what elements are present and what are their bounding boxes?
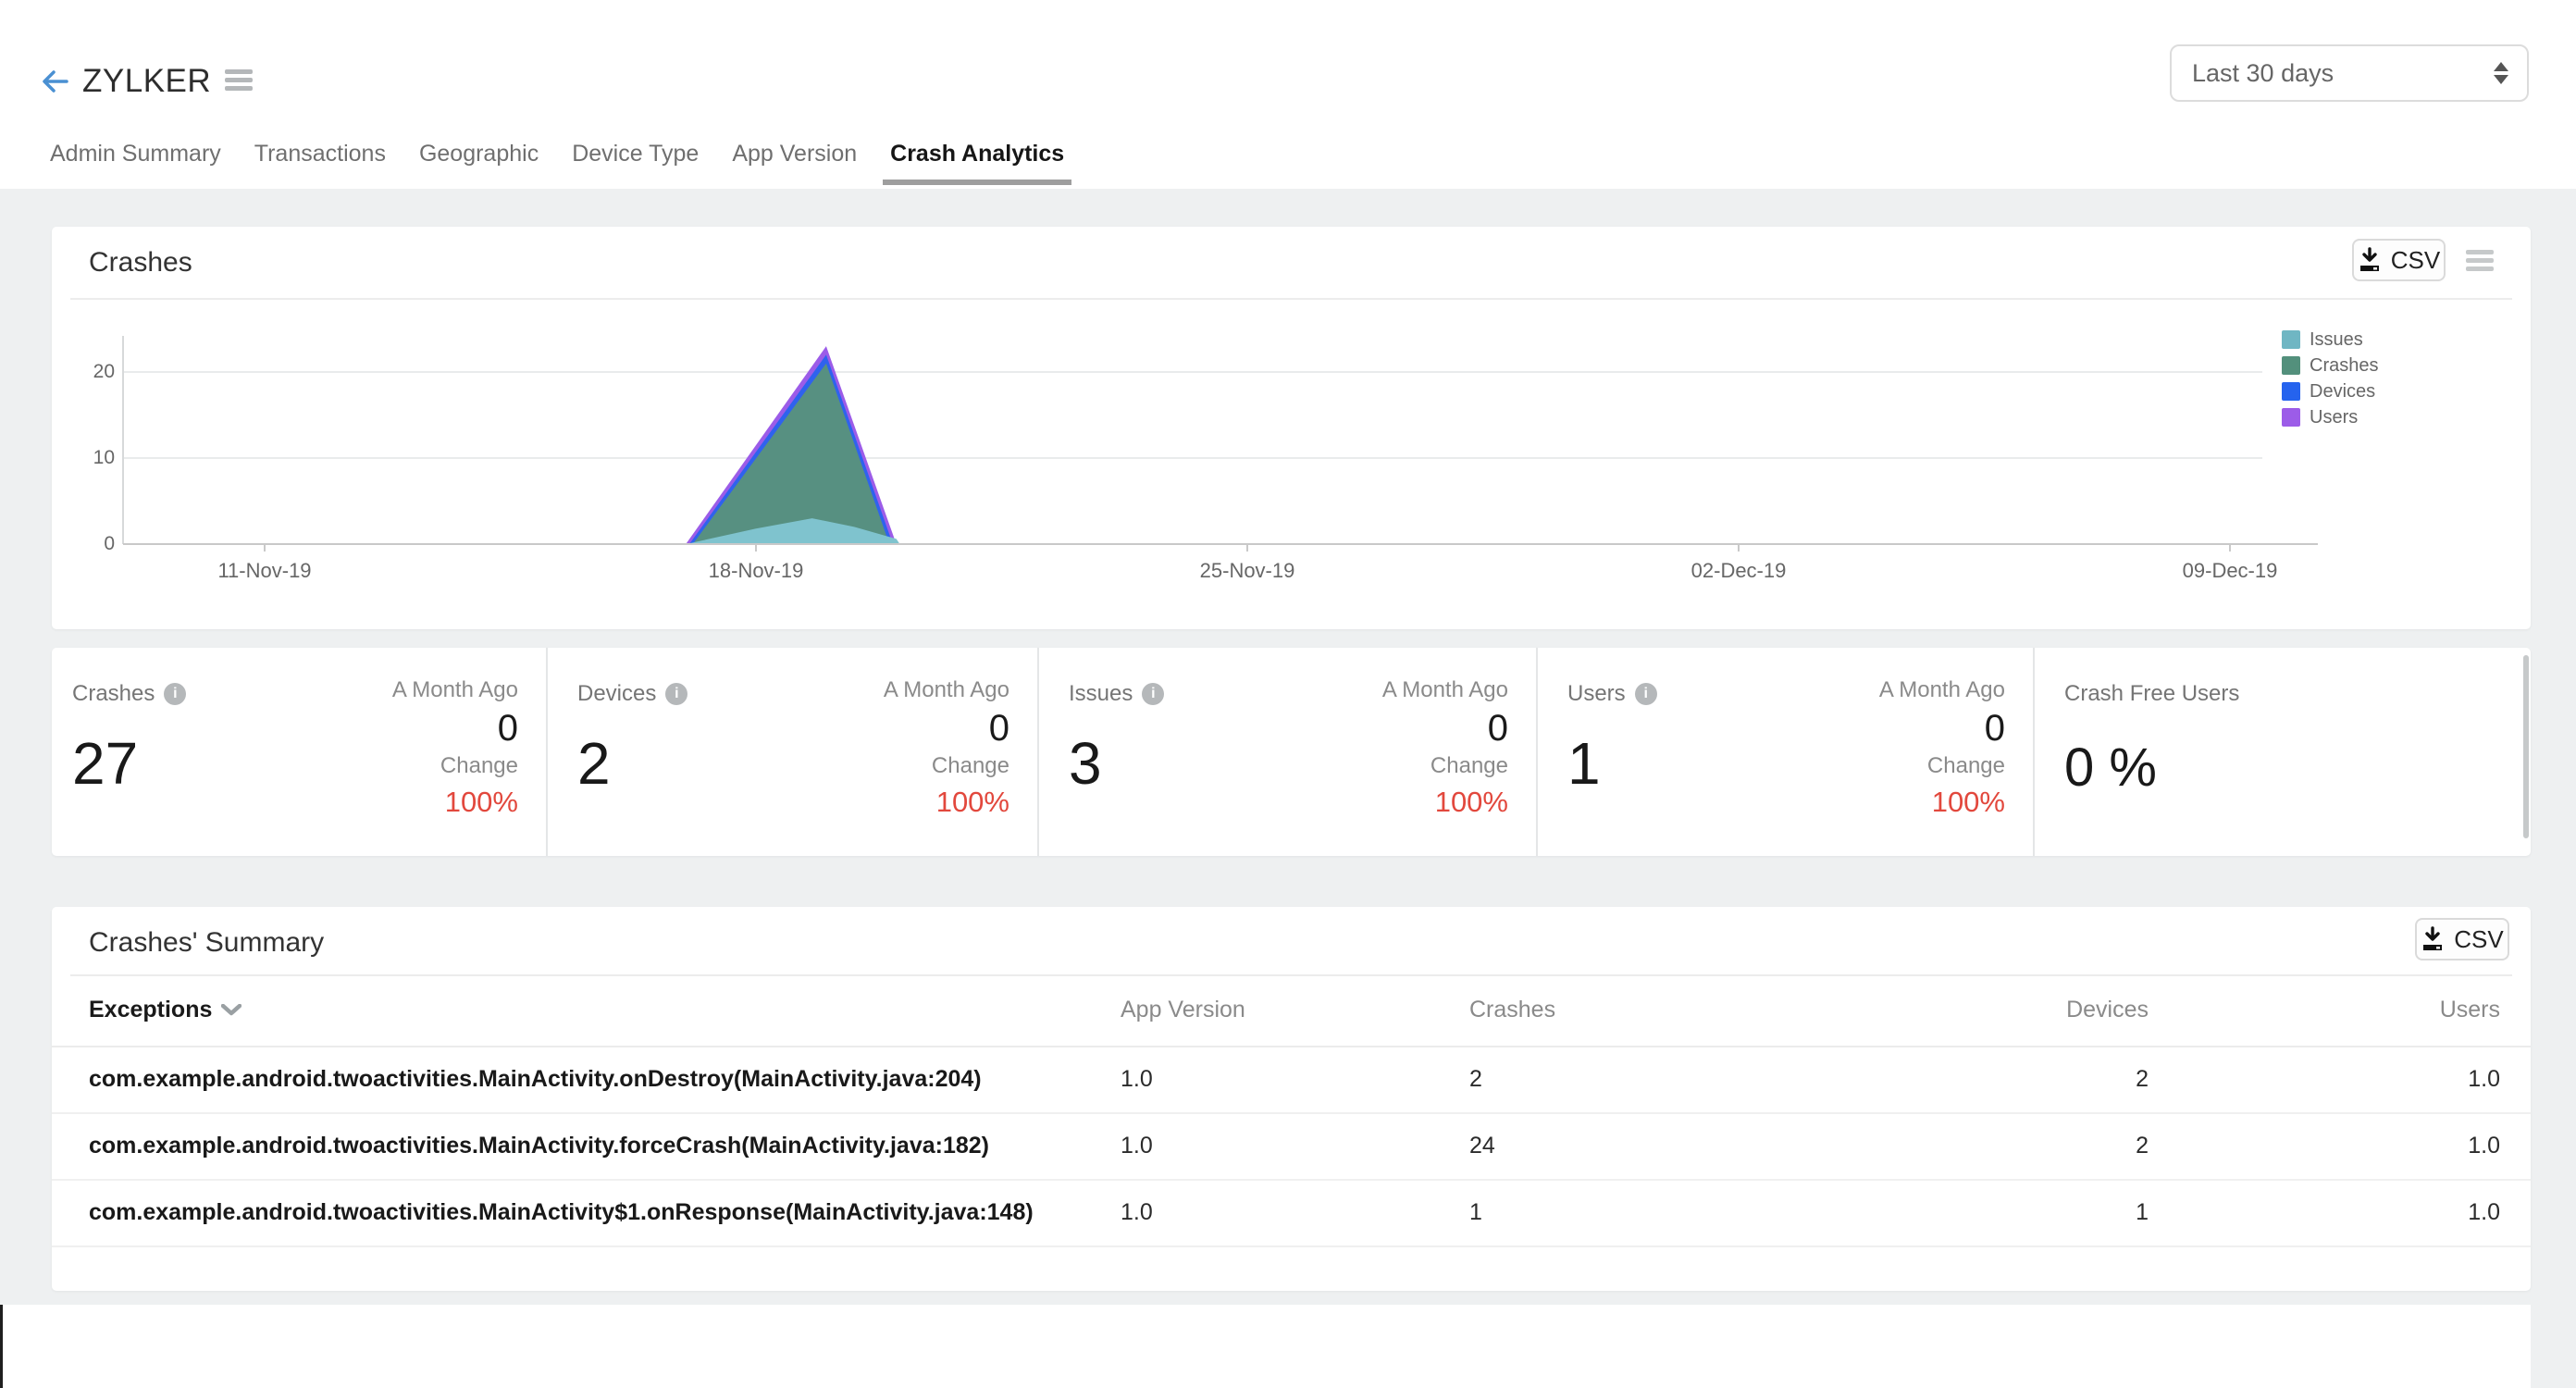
column-app-version: App Version [1121, 997, 1245, 1022]
column-users: Users [2439, 997, 2500, 1022]
exception-link[interactable]: com.example.android.twoactivities.MainAc… [89, 1198, 1034, 1225]
info-icon[interactable]: i [1634, 683, 1657, 705]
stat-issues-value: 3 [1069, 730, 1102, 797]
legend-item-issues[interactable]: Issues [2282, 327, 2378, 353]
tab-geographic[interactable]: Geographic [418, 140, 539, 167]
crashes-card-title: Crashes [89, 247, 192, 278]
select-stepper-icon [2494, 62, 2508, 84]
stat-crash-free-users: Crash Free Users 0 % [2033, 648, 2531, 856]
tab-app-version[interactable]: App Version [732, 140, 858, 167]
stat-users: Users i 1 A Month Ago 0 Change 100% [1536, 648, 2033, 856]
stat-compare: A Month Ago 0 Change 100% [1878, 677, 2005, 818]
crashes-area-chart: 20 10 0 11-Nov-19 18-Nov-19 25-Nov-19 02… [52, 227, 2531, 629]
chevron-down-icon [221, 1004, 242, 1016]
tab-crash-analytics[interactable]: Crash Analytics [883, 128, 1072, 185]
y-tick-10: 10 [93, 447, 115, 468]
tab-transactions[interactable]: Transactions [254, 140, 386, 167]
stat-crash-free-users-value: 0 % [2064, 737, 2157, 798]
info-icon[interactable]: i [1142, 683, 1165, 705]
chart-legend: Issues Crashes Devices Users [2282, 327, 2378, 430]
csv-label: CSV [2390, 245, 2441, 274]
app-name: ZYLKER [82, 63, 212, 99]
legend-item-users[interactable]: Users [2282, 404, 2378, 430]
stat-crashes-value: 27 [72, 730, 139, 797]
content-background-strip [2531, 1305, 2576, 1388]
scrollbar-thumb[interactable] [2523, 655, 2529, 838]
crashes-summary-card: Crashes' Summary CSV Exceptions App Vers… [52, 907, 2531, 1291]
x-tick-label: 11-Nov-19 [217, 559, 312, 582]
stat-users-value: 1 [1567, 730, 1601, 797]
y-tick-20: 20 [93, 361, 115, 382]
date-range-select[interactable]: Last 30 days [2170, 44, 2529, 102]
stats-band: Crashes i 27 A Month Ago 0 Change 100% D… [52, 648, 2531, 856]
column-exceptions[interactable]: Exceptions [89, 997, 1121, 1023]
crashes-chart-card: Crashes CSV [52, 227, 2531, 629]
summary-csv-button[interactable]: CSV [2415, 918, 2509, 960]
x-tick-label: 09-Dec-19 [2182, 559, 2278, 582]
stat-issues: Issues i 3 A Month Ago 0 Change 100% [1037, 648, 1536, 856]
tab-bar: Admin Summary Transactions Geographic De… [43, 128, 1072, 185]
table-header: Exceptions App Version Crashes Devices U… [52, 974, 2531, 1047]
y-tick-0: 0 [104, 533, 115, 554]
back-arrow-icon[interactable] [39, 65, 72, 98]
legend-item-crashes[interactable]: Crashes [2282, 353, 2378, 378]
divider [70, 974, 2512, 976]
legend-swatch [2282, 382, 2300, 401]
tab-admin-summary[interactable]: Admin Summary [50, 140, 221, 167]
csv-label: CSV [2454, 924, 2504, 953]
legend-swatch [2282, 356, 2300, 375]
download-icon [2423, 926, 2443, 950]
app-header: ZYLKER Last 30 days Admin Summary Transa… [0, 0, 2576, 189]
info-icon[interactable]: i [164, 683, 187, 705]
divider [70, 298, 2512, 300]
info-icon[interactable]: i [665, 683, 688, 705]
stat-compare: A Month Ago 0 Change 100% [391, 677, 518, 818]
table-row: com.example.android.twoactivities.MainAc… [52, 1046, 2531, 1114]
legend-swatch [2282, 408, 2300, 427]
x-tick-label: 02-Dec-19 [1690, 559, 1787, 582]
x-tick-label: 18-Nov-19 [708, 559, 804, 582]
exception-link[interactable]: com.example.android.twoactivities.MainAc… [89, 1132, 989, 1159]
legend-swatch [2282, 330, 2300, 349]
crashes-csv-button[interactable]: CSV [2352, 239, 2446, 281]
column-devices: Devices [2066, 997, 2149, 1022]
date-range-value: Last 30 days [2192, 58, 2334, 87]
stat-compare: A Month Ago 0 Change 100% [883, 677, 1009, 818]
stat-devices-value: 2 [577, 730, 611, 797]
stat-devices: Devices i 2 A Month Ago 0 Change 100% [546, 648, 1037, 856]
summary-card-title: Crashes' Summary [89, 927, 325, 958]
legend-item-devices[interactable]: Devices [2282, 378, 2378, 404]
table-row: com.example.android.twoactivities.MainAc… [52, 1112, 2531, 1181]
download-icon [2359, 247, 2379, 271]
stat-crashes: Crashes i 27 A Month Ago 0 Change 100% [52, 648, 546, 856]
stat-compare: A Month Ago 0 Change 100% [1381, 677, 1508, 818]
x-tick-label: 25-Nov-19 [1199, 559, 1295, 582]
table-row: com.example.android.twoactivities.MainAc… [52, 1179, 2531, 1247]
chart-options-menu-icon[interactable] [2466, 250, 2494, 274]
column-crashes: Crashes [1469, 997, 1556, 1022]
app-menu-icon[interactable] [225, 69, 253, 93]
tab-device-type[interactable]: Device Type [572, 140, 700, 167]
exception-link[interactable]: com.example.android.twoactivities.MainAc… [89, 1065, 982, 1092]
